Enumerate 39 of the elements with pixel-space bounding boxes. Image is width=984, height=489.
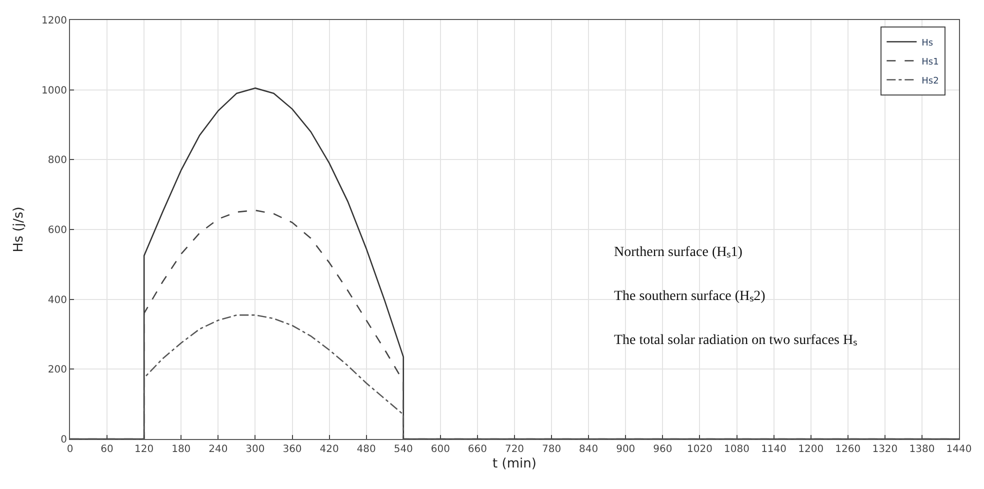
y-tick-label: 200 [48,364,67,376]
x-tick-label: 360 [282,444,302,455]
x-tick-label: 1320 [872,444,898,455]
x-tick-label: 840 [579,444,598,455]
x-tick-label: 720 [504,444,524,455]
x-tick-label: 960 [653,444,672,455]
x-tick-label: 600 [430,444,450,455]
legend-label: Hs1 [922,57,939,68]
y-tick-label: 400 [48,294,67,306]
x-tick-label: 420 [320,444,339,455]
x-tick-label: 1380 [909,444,935,455]
x-tick-label: 240 [208,444,228,455]
x-tick-label: 180 [172,444,191,455]
legend-label: Hs [922,38,934,48]
x-tick-label: 1440 [946,444,972,455]
x-tick-label: 900 [616,444,636,455]
x-tick-label: 480 [356,444,376,455]
y-tick-label: 1200 [42,16,67,26]
x-tick-label: 1020 [686,444,712,455]
y-tick-label: 0 [60,434,67,446]
x-tick-label: 1260 [835,444,861,455]
x-tick-label: 60 [100,444,114,455]
annotation: Northern surface (Hₛ1) [614,245,743,260]
y-tick-label: 800 [48,155,67,166]
y-tick-label: 1000 [42,85,67,96]
x-tick-label: 660 [468,444,488,455]
annotation: The total solar radiation on two surfaces Hₛ [614,333,858,348]
x-tick-label: 300 [246,444,265,455]
y-axis-title: Hs (j/s) [11,206,26,252]
x-tick-label: 1080 [724,444,750,455]
x-tick-label: 1140 [761,444,787,455]
x-tick-label: 1200 [798,444,824,455]
y-tick-label: 600 [48,225,67,236]
annotation: The southern surface (Hₛ2) [614,289,766,304]
x-tick-label: 120 [134,444,154,455]
x-tick-label: 540 [394,444,413,455]
legend-label: Hs2 [922,76,939,86]
x-axis-title: t (min) [492,456,536,472]
x-tick-label: 780 [542,444,562,455]
